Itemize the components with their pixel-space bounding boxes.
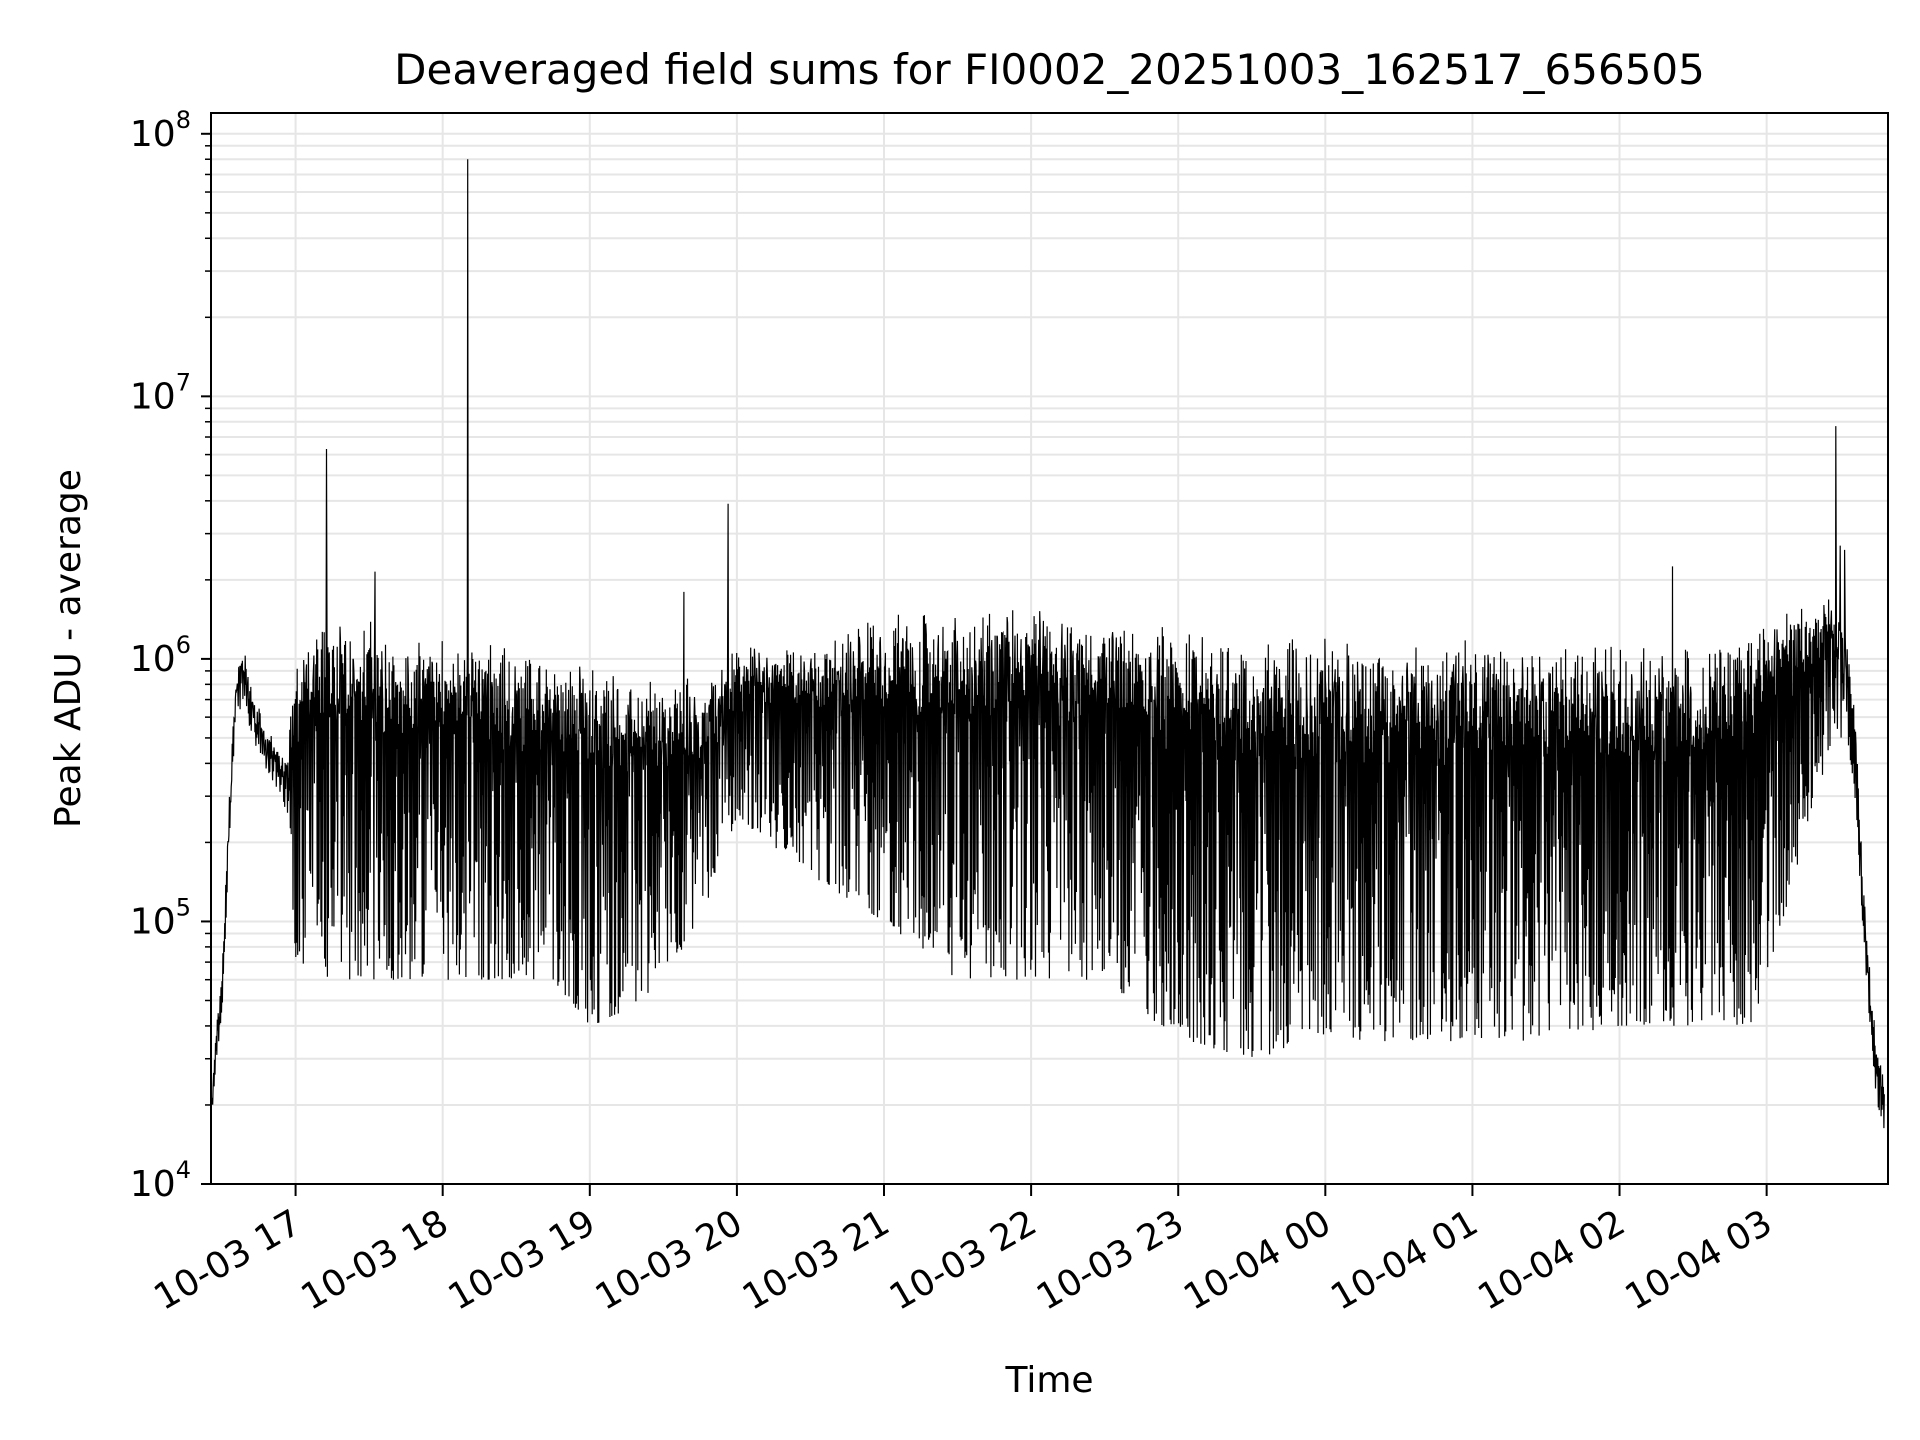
chart-title: Deaveraged field sums for FI0002_2025100… [394,45,1705,94]
data-line [211,159,1885,1129]
y-tick-label-exponent: 8 [176,106,191,134]
y-tick-label: 106 [130,631,191,680]
y-tick-label-base: 10 [130,901,176,942]
y-tick-label: 107 [130,368,191,417]
y-tick-label-base: 10 [130,376,176,417]
y-tick-label-base: 10 [130,114,176,155]
y-tick-label-exponent: 7 [176,368,191,396]
y-tick-label: 105 [130,893,191,942]
plot-area-frame [210,112,1889,1185]
y-tick-label-exponent: 5 [176,893,191,921]
y-tick-label-base: 10 [130,1164,176,1205]
y-tick-label-exponent: 6 [176,631,191,659]
y-axis-label: Peak ADU - average [48,469,89,828]
x-axis-label: Time [1004,1360,1093,1401]
y-tick-label-base: 10 [130,639,176,680]
y-tick-label: 108 [130,106,191,155]
y-tick-label: 104 [130,1156,191,1205]
data-series [211,159,1885,1129]
y-tick-label-exponent: 4 [176,1156,191,1184]
